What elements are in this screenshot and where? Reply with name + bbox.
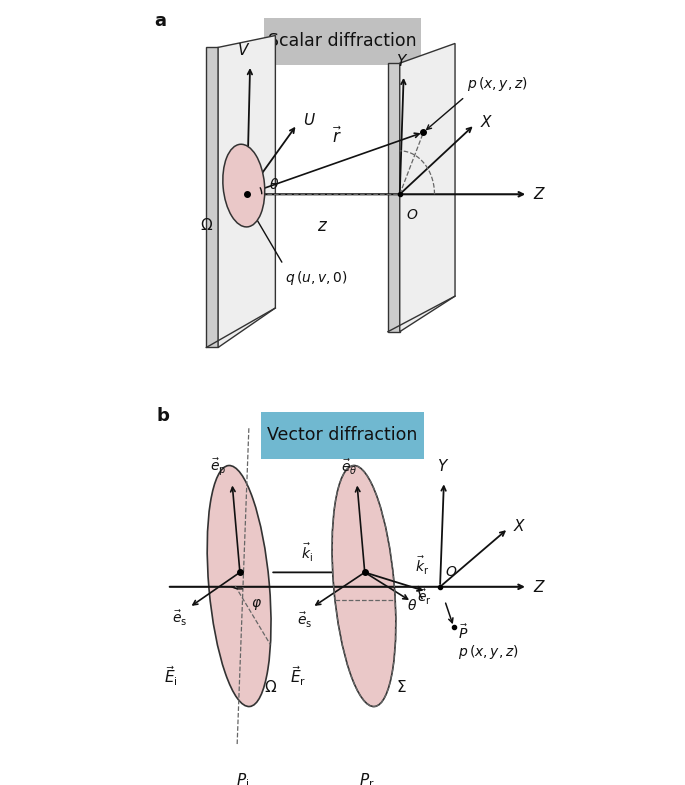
Text: $\vec{r}$: $\vec{r}$ — [332, 126, 342, 147]
Text: $\Sigma$: $\Sigma$ — [396, 680, 406, 696]
Text: $p\,(x,y,z)$: $p\,(x,y,z)$ — [467, 75, 527, 93]
Text: $X$: $X$ — [513, 518, 527, 535]
Text: $Y$: $Y$ — [395, 53, 408, 69]
Text: $U$: $U$ — [303, 112, 316, 129]
Text: $P_\mathrm{r}$: $P_\mathrm{r}$ — [359, 772, 375, 785]
Text: $\Omega$: $\Omega$ — [200, 217, 213, 233]
Text: $\vec{e}_\mathrm{s}$: $\vec{e}_\mathrm{s}$ — [172, 609, 187, 629]
Text: $Z$: $Z$ — [533, 186, 546, 203]
Text: $\vec{e}_\mathrm{p}$: $\vec{e}_\mathrm{p}$ — [210, 456, 227, 476]
Text: $Y$: $Y$ — [437, 458, 449, 474]
Text: $q\,(u,v,0)$: $q\,(u,v,0)$ — [285, 269, 348, 287]
Polygon shape — [400, 43, 455, 332]
Text: $\Omega$: $\Omega$ — [264, 680, 277, 696]
Text: $\vec{P}$: $\vec{P}$ — [458, 624, 469, 642]
Text: $O$: $O$ — [445, 565, 457, 579]
Text: $X$: $X$ — [480, 115, 493, 130]
Ellipse shape — [332, 466, 396, 706]
Text: $Z$: $Z$ — [532, 579, 545, 595]
Text: $p\,(x,y,z)$: $p\,(x,y,z)$ — [458, 644, 519, 662]
Text: $\theta$: $\theta$ — [269, 177, 279, 192]
FancyBboxPatch shape — [264, 18, 421, 65]
Text: $\vec{e}_\mathrm{s}$: $\vec{e}_\mathrm{s}$ — [297, 612, 312, 630]
Text: a: a — [153, 12, 166, 30]
Ellipse shape — [207, 466, 271, 706]
Text: Scalar diffraction: Scalar diffraction — [269, 31, 416, 49]
Text: $O$: $O$ — [406, 209, 419, 222]
FancyBboxPatch shape — [260, 412, 425, 459]
Text: $V$: $V$ — [237, 42, 251, 58]
Text: $\vec{E}_\mathrm{i}$: $\vec{E}_\mathrm{i}$ — [164, 664, 177, 688]
Text: Vector diffraction: Vector diffraction — [267, 426, 418, 444]
Text: $z$: $z$ — [317, 217, 328, 236]
Polygon shape — [388, 63, 400, 332]
Polygon shape — [206, 47, 218, 348]
Text: $\theta$: $\theta$ — [407, 597, 417, 613]
Text: $\varphi$: $\varphi$ — [251, 597, 262, 612]
Text: b: b — [156, 407, 169, 425]
Text: $\vec{e}_\mathrm{r}$: $\vec{e}_\mathrm{r}$ — [417, 588, 432, 608]
Text: $P_\mathrm{i}$: $P_\mathrm{i}$ — [236, 772, 249, 785]
Text: $\vec{k}_\mathrm{r}$: $\vec{k}_\mathrm{r}$ — [414, 556, 429, 578]
Ellipse shape — [223, 144, 264, 227]
Text: $\vec{E}_\mathrm{r}$: $\vec{E}_\mathrm{r}$ — [290, 664, 306, 688]
Polygon shape — [218, 35, 275, 348]
Text: $\vec{e}_\theta$: $\vec{e}_\theta$ — [341, 458, 358, 476]
Text: $\vec{k}_\mathrm{i}$: $\vec{k}_\mathrm{i}$ — [301, 542, 313, 564]
